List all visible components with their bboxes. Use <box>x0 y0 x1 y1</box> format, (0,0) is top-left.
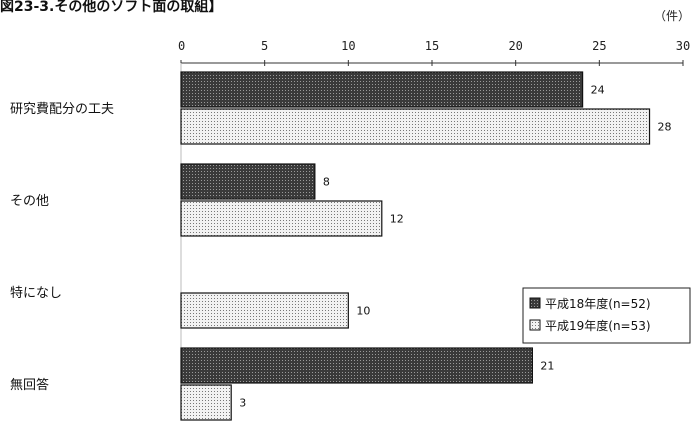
category-label: その他 <box>10 194 49 209</box>
x-tick-label: 20 <box>508 39 522 53</box>
legend-box <box>522 287 691 344</box>
bar-series-2 <box>180 108 651 145</box>
data-label: 3 <box>239 397 246 410</box>
category-label: 無回答 <box>10 377 49 393</box>
category-label: 研究費配分の工夫 <box>10 102 114 117</box>
bar-series-2 <box>180 384 232 421</box>
legend-swatch-1 <box>529 297 541 309</box>
bar-series-1 <box>180 71 584 108</box>
bar-series-2 <box>180 200 383 237</box>
bar-series-2 <box>180 292 349 329</box>
x-tick-label: 0 <box>178 39 185 53</box>
x-tick-label: 25 <box>592 39 606 53</box>
legend-label-1: 平成18年度(n=52) <box>545 296 651 311</box>
bar-series-1 <box>180 163 316 200</box>
bar-series-1 <box>180 347 533 384</box>
legend: 平成18年度(n=52) 平成19年度(n=53) <box>522 287 691 344</box>
x-tick-label: 10 <box>341 39 355 53</box>
x-tick-label: 5 <box>261 39 268 53</box>
chart-title-fragment: 図23-3.その他のソフト面の取組】 <box>0 0 223 15</box>
data-label: 8 <box>323 176 330 189</box>
legend-swatch-2 <box>529 319 541 331</box>
x-tick-label: 30 <box>676 39 690 53</box>
data-label: 21 <box>540 360 554 373</box>
category-label: 特になし <box>10 286 62 301</box>
data-label: 28 <box>658 121 672 134</box>
legend-label-2: 平成19年度(n=53) <box>545 318 651 333</box>
data-label: 24 <box>591 84 605 97</box>
unit-label: （件） <box>654 9 690 23</box>
data-label: 10 <box>356 305 370 318</box>
x-tick-label: 15 <box>425 39 439 53</box>
data-label: 12 <box>390 213 404 226</box>
